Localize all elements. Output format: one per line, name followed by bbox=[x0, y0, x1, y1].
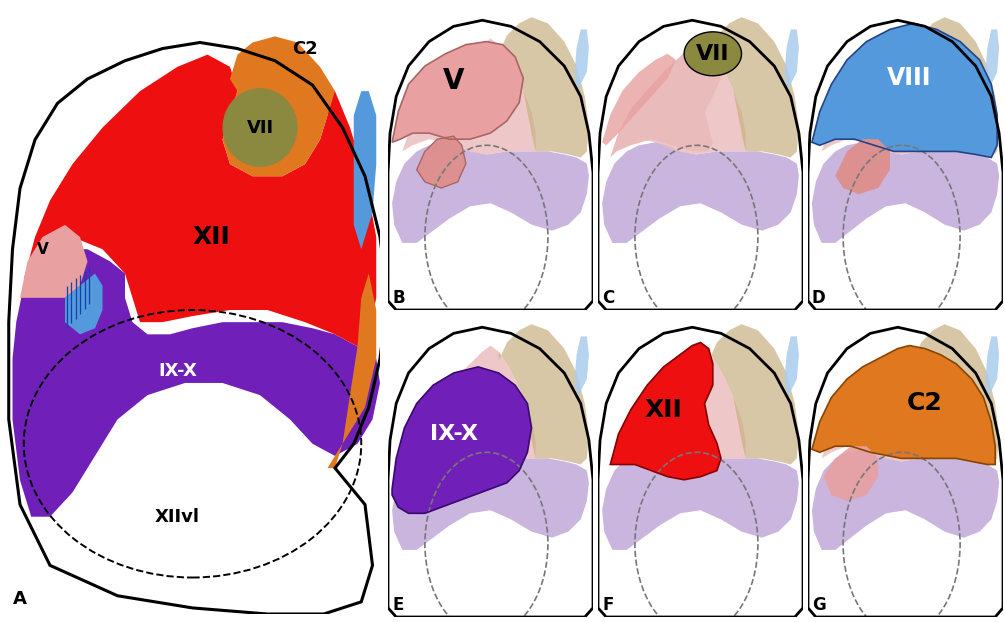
Text: E: E bbox=[392, 596, 403, 614]
Text: D: D bbox=[812, 289, 826, 307]
Polygon shape bbox=[575, 337, 589, 397]
Text: IX-X: IX-X bbox=[429, 424, 477, 444]
Text: IX-X: IX-X bbox=[158, 362, 197, 380]
Polygon shape bbox=[20, 225, 87, 298]
Text: G: G bbox=[812, 596, 826, 614]
Text: A: A bbox=[12, 590, 26, 608]
Polygon shape bbox=[684, 32, 742, 76]
Polygon shape bbox=[575, 29, 589, 90]
Polygon shape bbox=[914, 324, 999, 465]
Polygon shape bbox=[986, 29, 999, 90]
Polygon shape bbox=[820, 39, 949, 157]
Polygon shape bbox=[9, 42, 388, 614]
Polygon shape bbox=[602, 53, 676, 146]
Polygon shape bbox=[610, 39, 721, 157]
Polygon shape bbox=[610, 39, 746, 157]
Polygon shape bbox=[392, 42, 524, 142]
Polygon shape bbox=[610, 346, 746, 465]
Text: VII: VII bbox=[246, 119, 273, 137]
Text: VIII: VIII bbox=[887, 66, 932, 90]
Text: C2: C2 bbox=[908, 391, 943, 415]
Polygon shape bbox=[400, 346, 536, 465]
Polygon shape bbox=[709, 324, 799, 465]
Polygon shape bbox=[986, 337, 999, 397]
Polygon shape bbox=[498, 17, 589, 157]
Polygon shape bbox=[392, 367, 532, 513]
Polygon shape bbox=[354, 91, 376, 249]
Polygon shape bbox=[820, 346, 949, 465]
Polygon shape bbox=[785, 337, 799, 397]
Polygon shape bbox=[808, 327, 1003, 617]
Text: V: V bbox=[443, 67, 464, 95]
Polygon shape bbox=[610, 343, 721, 480]
Polygon shape bbox=[812, 23, 997, 157]
Text: C2: C2 bbox=[292, 40, 318, 58]
Polygon shape bbox=[598, 21, 803, 310]
Polygon shape bbox=[388, 21, 593, 310]
Polygon shape bbox=[24, 55, 376, 346]
Polygon shape bbox=[65, 274, 103, 334]
Polygon shape bbox=[785, 29, 799, 90]
Polygon shape bbox=[222, 88, 297, 167]
Polygon shape bbox=[914, 17, 999, 157]
Polygon shape bbox=[392, 449, 589, 550]
Polygon shape bbox=[709, 17, 799, 157]
Text: XII: XII bbox=[645, 397, 682, 422]
Text: VII: VII bbox=[696, 44, 730, 64]
Polygon shape bbox=[602, 449, 799, 550]
Polygon shape bbox=[824, 446, 878, 501]
Polygon shape bbox=[388, 327, 593, 617]
Polygon shape bbox=[812, 449, 999, 550]
Polygon shape bbox=[598, 327, 803, 617]
Polygon shape bbox=[392, 142, 589, 243]
Text: XIIvl: XIIvl bbox=[155, 508, 200, 526]
Polygon shape bbox=[835, 139, 889, 194]
Polygon shape bbox=[400, 39, 536, 157]
Polygon shape bbox=[417, 136, 466, 188]
Polygon shape bbox=[602, 142, 799, 243]
Text: XII: XII bbox=[192, 225, 230, 249]
Text: B: B bbox=[392, 289, 405, 307]
Polygon shape bbox=[12, 249, 380, 517]
Text: V: V bbox=[36, 242, 48, 257]
Polygon shape bbox=[328, 274, 376, 468]
Polygon shape bbox=[808, 21, 1003, 310]
Text: F: F bbox=[602, 596, 613, 614]
Polygon shape bbox=[222, 37, 335, 176]
Polygon shape bbox=[498, 324, 589, 465]
Polygon shape bbox=[812, 346, 995, 465]
Polygon shape bbox=[812, 142, 999, 243]
Text: C: C bbox=[602, 289, 614, 307]
